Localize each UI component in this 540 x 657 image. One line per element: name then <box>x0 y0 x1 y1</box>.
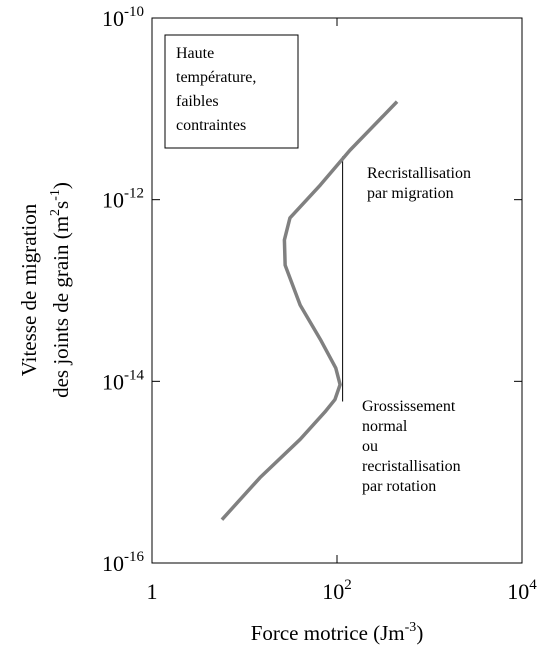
tick-exponent: 2 <box>344 577 352 593</box>
tick-base: 1 <box>147 579 158 604</box>
tick-exponent: -16 <box>124 549 144 565</box>
x-axis-label: Force motrice (Jm-3) <box>251 620 424 645</box>
label-text: Force motrice (Jm <box>251 621 405 645</box>
y-tick-label: 10-14 <box>102 367 144 394</box>
tick-exponent: -12 <box>124 186 144 202</box>
tick-exponent: 4 <box>529 577 537 593</box>
y-tick-label: 10-10 <box>102 4 144 31</box>
data-line <box>220 100 399 521</box>
label-superscript: -1 <box>48 189 63 201</box>
annotation: normal <box>362 418 408 435</box>
label-text: s <box>49 201 73 209</box>
x-tick-label: 102 <box>322 577 352 604</box>
tick-exponent: -14 <box>124 367 144 383</box>
x-tick-label: 1 <box>147 579 158 604</box>
box-text: faibles <box>176 93 219 110</box>
label-superscript: 2 <box>48 209 63 216</box>
tick-base: 10 <box>102 188 124 213</box>
tick-base: 10 <box>507 579 529 604</box>
box-text: contraintes <box>176 117 246 134</box>
annotation-box <box>164 34 299 149</box>
y-axis-label: Vitesse de migration <box>17 203 41 376</box>
annotation: Recristallisation <box>367 165 471 182</box>
y-axis-label: des joints de grain (m2s-1) <box>48 182 73 398</box>
label-text: ) <box>49 182 73 189</box>
y-tick-label: 10-16 <box>102 549 144 576</box>
tick-base: 10 <box>322 579 344 604</box>
label-text: ) <box>416 621 423 645</box>
y-tick-label: 10-12 <box>102 186 144 213</box>
box-text: Haute <box>176 45 214 62</box>
box-text: température, <box>176 69 256 86</box>
annotation: Grossissement <box>362 398 456 415</box>
annotation: par migration <box>367 185 454 202</box>
tick-exponent: -10 <box>124 4 144 20</box>
tick-base: 10 <box>102 551 124 576</box>
label-text: Vitesse de migration <box>17 203 41 376</box>
x-tick-label: 104 <box>507 577 537 604</box>
annotation: ou <box>362 438 378 455</box>
label-superscript: -3 <box>405 620 417 635</box>
tick-base: 10 <box>102 369 124 394</box>
annotation: recristallisation <box>362 458 461 475</box>
annotation: par rotation <box>362 478 436 495</box>
tick-base: 10 <box>102 6 124 31</box>
label-text: des joints de grain (m <box>49 216 73 398</box>
